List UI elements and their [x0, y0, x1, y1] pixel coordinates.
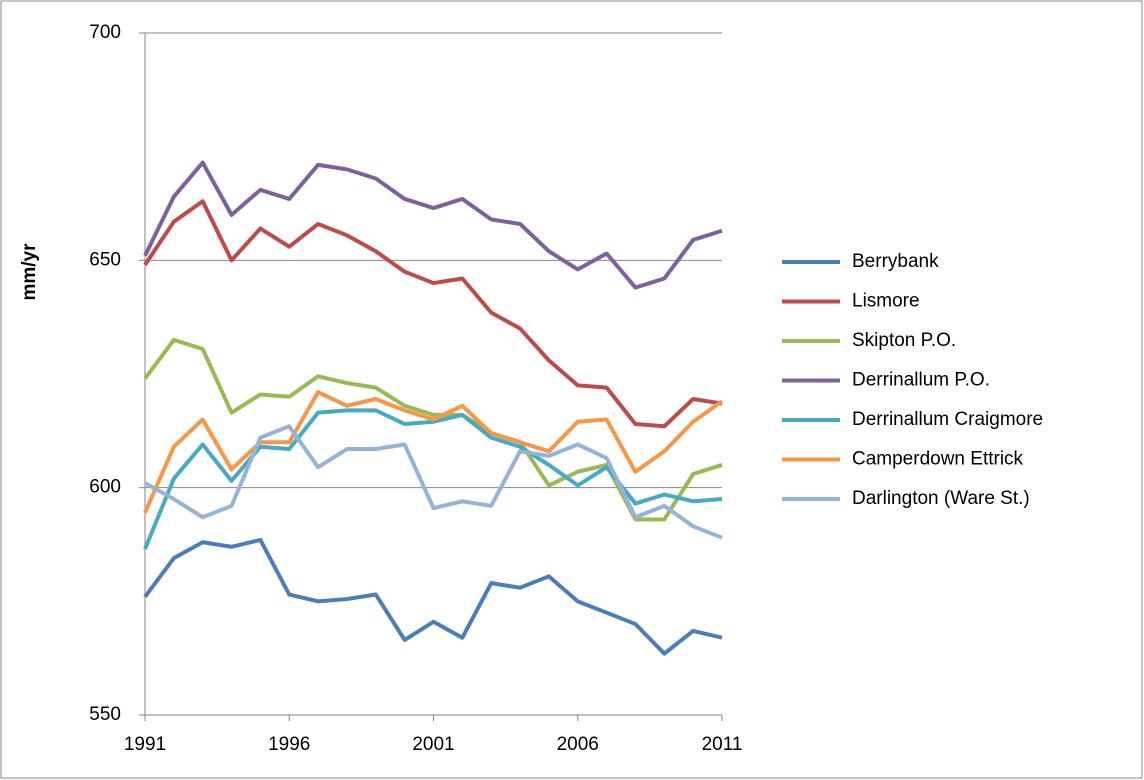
legend-label: Berrybank: [852, 251, 939, 272]
legend-label: Darlington (Ware St.): [852, 488, 1030, 509]
y-tick-label: 600: [89, 477, 121, 498]
x-tick-label: 1991: [124, 734, 166, 755]
legend-label: Skipton P.O.: [852, 330, 956, 351]
series-line: [143, 537, 723, 656]
y-tick-label: 700: [89, 22, 121, 43]
series-line: [143, 160, 723, 290]
series-line: [143, 199, 723, 429]
series-line: [143, 390, 724, 514]
x-tick-label: 1996: [268, 734, 310, 755]
y-tick-label: 550: [89, 704, 121, 725]
legend-label: Lismore: [852, 291, 920, 312]
x-tick-label: 2011: [702, 734, 743, 755]
series-line: [143, 408, 723, 550]
y-tick-label: 650: [89, 249, 121, 270]
x-tick-label: 2001: [412, 734, 454, 755]
legend-label: Derrinallum P.O.: [852, 370, 990, 391]
legend-label: Derrinallum Craigmore: [852, 409, 1043, 430]
x-tick-label: 2006: [557, 734, 599, 755]
series-line: [144, 424, 723, 540]
y-axis-label: mm/yr: [19, 243, 40, 301]
legend-label: Camperdown Ettrick: [852, 449, 1024, 470]
